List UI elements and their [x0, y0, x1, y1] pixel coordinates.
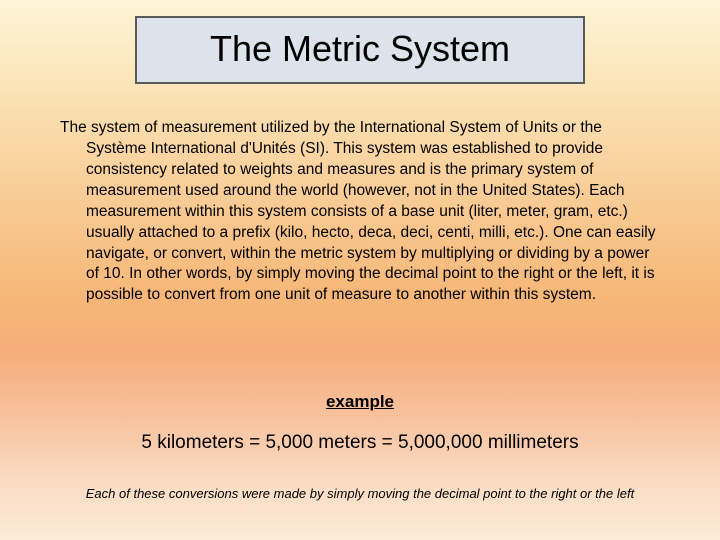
conversion-equation: 5 kilometers = 5,000 meters = 5,000,000 … — [0, 432, 720, 454]
conversion-footnote: Each of these conversions were made by s… — [0, 486, 720, 501]
slide-title-box: The Metric System — [135, 16, 585, 84]
slide-body-text: The system of measurement utilized by th… — [60, 118, 664, 306]
example-heading: example — [0, 392, 720, 412]
slide-title: The Metric System — [210, 28, 510, 69]
